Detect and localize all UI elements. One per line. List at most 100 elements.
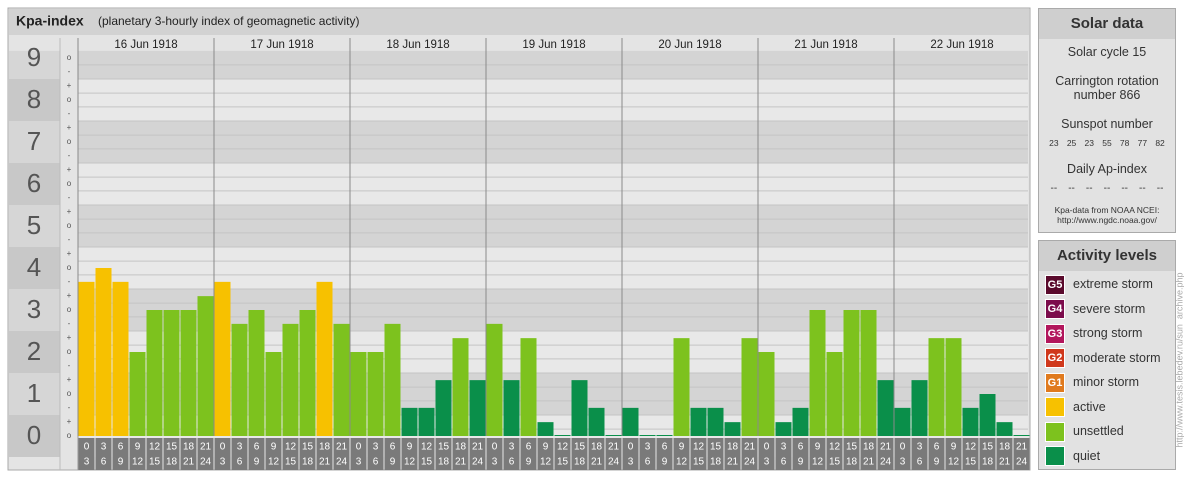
hour-end: 18 [302, 457, 314, 468]
hour-start: 0 [220, 442, 226, 453]
minor-tick-label: + [67, 81, 72, 90]
hour-start: 15 [982, 442, 994, 453]
hour-start: 6 [662, 442, 668, 453]
y-tick-label: 2 [27, 336, 41, 366]
hour-start: 18 [319, 442, 331, 453]
hour-start: 12 [965, 442, 977, 453]
hour-start: 18 [999, 442, 1011, 453]
bar [911, 380, 928, 436]
hour-box [503, 438, 520, 470]
hour-end: 9 [934, 457, 940, 468]
bar [877, 380, 894, 436]
bar [622, 407, 639, 436]
bar [418, 407, 435, 436]
bar [503, 380, 520, 436]
bar [775, 422, 792, 436]
bar [724, 422, 741, 436]
hour-end: 15 [965, 457, 977, 468]
bar [537, 422, 554, 436]
hour-start: 0 [628, 442, 634, 453]
level-swatch: G1 [1045, 372, 1065, 393]
ap-value: -- [1068, 183, 1075, 194]
hour-box [537, 438, 554, 470]
hour-start: 6 [118, 442, 124, 453]
minor-tick-label: o [67, 137, 72, 146]
hour-box [367, 438, 384, 470]
hour-end: 6 [645, 457, 651, 468]
hour-end: 6 [373, 457, 379, 468]
hour-end: 24 [472, 457, 484, 468]
bar [741, 338, 758, 436]
hour-start: 12 [693, 442, 705, 453]
day-label: 20 Jun 1918 [658, 39, 721, 51]
hour-start: 21 [336, 442, 348, 453]
minor-tick-label: - [68, 235, 71, 244]
watermark: http://www.tesis.lebedev.ru/sun_archive.… [1174, 273, 1184, 448]
minor-tick-label: - [68, 361, 71, 370]
band [9, 289, 60, 331]
level-label: minor storm [1073, 375, 1139, 389]
minor-tick-label: + [67, 207, 72, 216]
ap-row: -- -- -- -- -- -- -- [1039, 183, 1175, 194]
source: Kpa-data from NOAA NCEI: [1054, 205, 1160, 215]
hour-start: 0 [764, 442, 770, 453]
hour-end: 6 [237, 457, 243, 468]
hour-end: 15 [557, 457, 569, 468]
hour-start: 18 [863, 442, 875, 453]
hour-end: 15 [829, 457, 841, 468]
chart-header [9, 9, 1029, 35]
hour-start: 15 [302, 442, 314, 453]
hour-box [265, 438, 282, 470]
level-item: G2 moderate storm [1045, 348, 1161, 369]
hour-box [180, 438, 197, 470]
hour-start: 6 [254, 442, 260, 453]
level-item: quiet [1045, 446, 1100, 467]
hour-end: 3 [900, 457, 906, 468]
bar [554, 435, 571, 436]
bar [945, 338, 962, 436]
bar [656, 435, 673, 436]
hour-end: 21 [591, 457, 603, 468]
bar [146, 310, 163, 436]
carrington: Carrington rotation number 866 [1055, 74, 1159, 102]
day-label: 18 Jun 1918 [386, 39, 449, 51]
hour-start: 6 [798, 442, 804, 453]
minor-tick-label: + [67, 123, 72, 132]
hour-box [248, 438, 265, 470]
bar [826, 352, 843, 436]
bar [265, 352, 282, 436]
hour-box [622, 438, 639, 470]
level-swatch: G2 [1045, 348, 1065, 369]
hour-end: 12 [404, 457, 416, 468]
band [9, 373, 60, 415]
hour-start: 9 [135, 442, 141, 453]
hour-start: 21 [744, 442, 756, 453]
hour-box [826, 438, 843, 470]
bar [95, 268, 112, 436]
panel-title: Activity levels [1039, 241, 1175, 271]
hour-box [282, 438, 299, 470]
hour-box [996, 438, 1013, 470]
bar [163, 310, 180, 436]
hour-end: 18 [710, 457, 722, 468]
plot: 0123456789o+-o+-o+-o+-o+-o+-o+-o+-o+-o16… [9, 38, 1030, 470]
hour-start: 0 [900, 442, 906, 453]
hour-end: 15 [285, 457, 297, 468]
bar [843, 310, 860, 436]
y-tick-label: 8 [27, 84, 41, 114]
hour-start: 18 [455, 442, 467, 453]
hour-end: 3 [84, 457, 90, 468]
bar [690, 407, 707, 436]
sunspot-value: 55 [1102, 138, 1112, 148]
bar [792, 407, 809, 436]
band [9, 121, 60, 163]
ap-value: -- [1103, 183, 1111, 194]
y-tick-label: 9 [27, 42, 41, 72]
hour-start: 21 [200, 442, 212, 453]
hour-box [78, 438, 95, 470]
hour-start: 3 [373, 442, 379, 453]
bar [367, 352, 384, 436]
bar [520, 338, 537, 436]
hour-box [146, 438, 163, 470]
hour-start: 3 [645, 442, 651, 453]
